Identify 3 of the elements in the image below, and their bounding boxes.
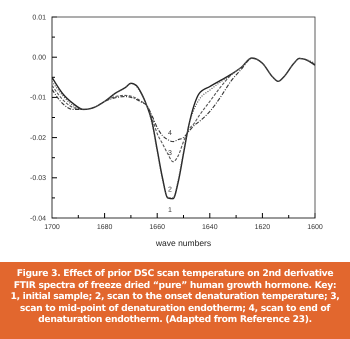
line-series bbox=[51, 57, 316, 162]
caption: Figure 3. Effect of prior DSC scan temperature on 2nd derivative FTIR spectra of freeze dried “pure” human growth hormone. Key: 1, initial sample; 2, scan to the onset denaturation temperature; 3, scan to mid-point of denaturation endotherm; 4, scan to end of denaturation endotherm. (Adapted from Reference 23). bbox=[0, 262, 350, 339]
x-axis-title: wave numbers bbox=[154, 238, 212, 248]
